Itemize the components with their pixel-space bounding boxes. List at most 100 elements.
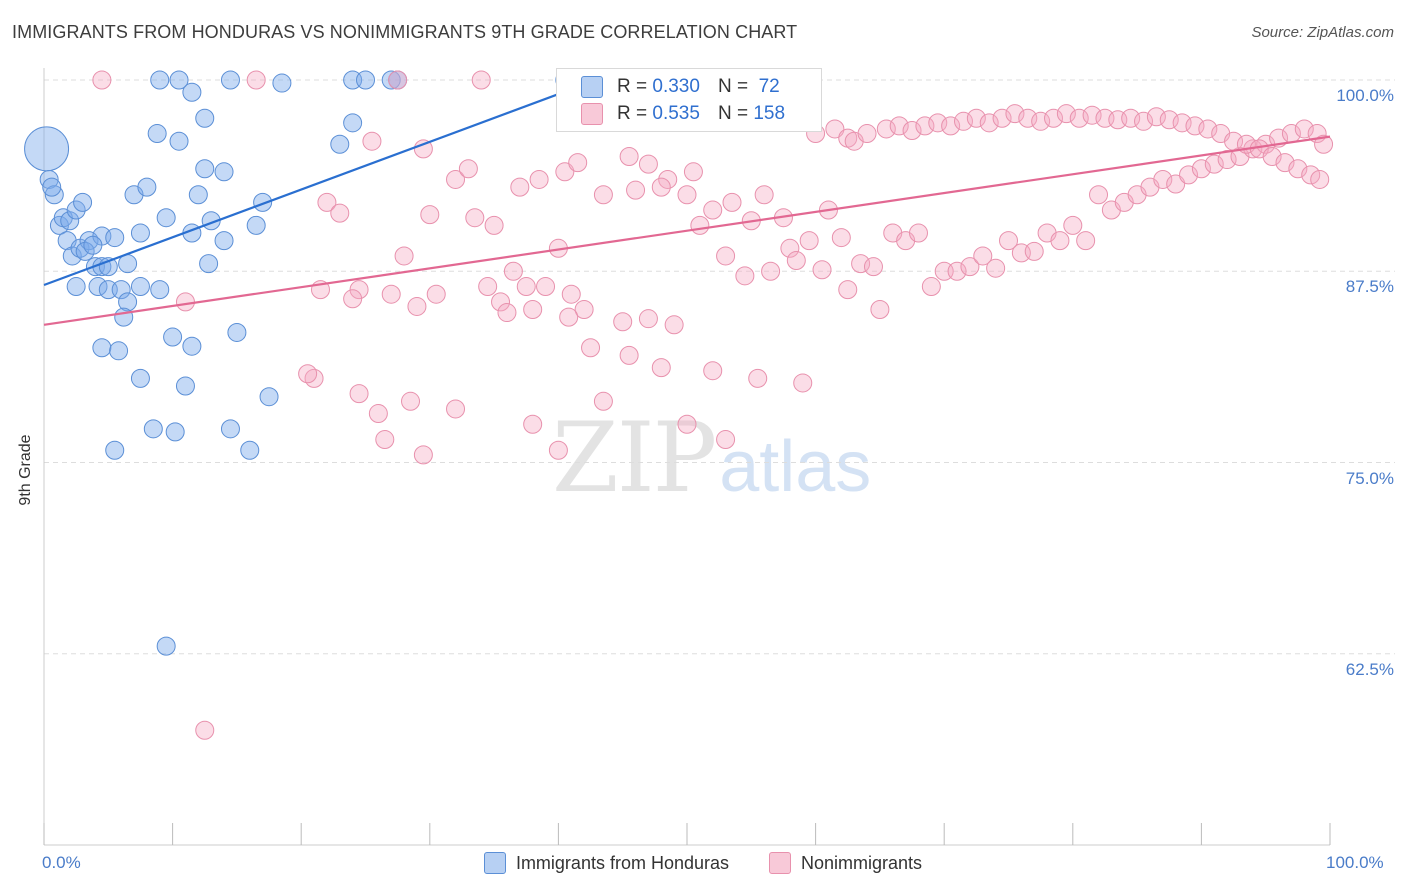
nonimmigrants-point (491, 292, 511, 312)
immigrants-point (259, 387, 279, 407)
series-nonimmigrants-points (92, 70, 1334, 740)
nonimmigrants-point (838, 280, 858, 300)
immigrants-point (381, 70, 401, 90)
immigrants-point (88, 277, 108, 297)
nonimmigrants-point (870, 300, 890, 319)
nonimmigrants-point (831, 228, 851, 248)
nonimmigrants-point (458, 159, 478, 179)
nonimmigrants-point (908, 223, 928, 243)
nonimmigrants-point (593, 185, 613, 205)
nonimmigrants-point (593, 391, 613, 411)
immigrants-point (169, 70, 189, 90)
immigrants-point (188, 185, 208, 205)
n-value-pink: 158 (753, 103, 786, 124)
immigrants-point (147, 124, 167, 144)
nonimmigrants-point (799, 231, 819, 251)
immigrants-point (175, 376, 195, 396)
nonimmigrants-point (658, 169, 678, 189)
nonimmigrants-point (581, 338, 601, 358)
immigrants-point (343, 113, 363, 133)
nonimmigrants-point (626, 180, 646, 200)
nonimmigrants-point (683, 162, 703, 182)
immigrants-point (150, 70, 170, 90)
immigrants-point (156, 208, 176, 228)
nonimmigrants-point (876, 119, 896, 139)
nonimmigrants-point (413, 445, 433, 465)
stats-row-pink: R = 0.535 N = 158 (581, 100, 785, 128)
nonimmigrants-point (947, 261, 967, 281)
immigrants-point (356, 70, 375, 90)
immigrants-point (66, 277, 86, 297)
y-tick-label: 75.0% (1345, 468, 1394, 488)
immigrants-point (214, 162, 234, 182)
immigrants-point (111, 280, 131, 300)
y-tick-label: 62.5% (1345, 659, 1394, 679)
nonimmigrants-point (559, 307, 579, 327)
r-value-blue: 0.330 (652, 76, 700, 97)
nonimmigrants-point (638, 154, 658, 174)
nonimmigrants-point (1056, 104, 1076, 124)
immigrants-point (137, 177, 157, 197)
nonimmigrants-point (1082, 105, 1102, 125)
nonimmigrants-point (1069, 108, 1089, 128)
nonimmigrants-point (1166, 174, 1186, 194)
nonimmigrants-point (863, 257, 883, 277)
nonimmigrants-point (420, 205, 440, 225)
nonimmigrants-point (1204, 154, 1224, 174)
stats-swatch-blue (581, 76, 603, 98)
immigrants-point (114, 307, 134, 327)
immigrants-point (169, 131, 189, 151)
nonimmigrants-point (343, 289, 363, 309)
nonimmigrants-point (889, 116, 909, 136)
nonimmigrants-point (529, 169, 549, 189)
immigrants-point (62, 246, 82, 266)
immigrants-point (182, 336, 202, 356)
n-value-blue: 72 (758, 76, 780, 97)
nonimmigrants-point (748, 368, 768, 388)
immigrants-point (163, 327, 183, 347)
immigrants-point (42, 177, 62, 197)
nonimmigrants-point (574, 300, 594, 319)
legend-item-nonimmigrants: Nonimmigrants (769, 852, 922, 874)
immigrants-point (214, 231, 234, 251)
nonimmigrants-point (716, 430, 736, 450)
immigrants-point (44, 185, 64, 205)
immigrants-point (24, 126, 70, 172)
nonimmigrants-point (986, 258, 1006, 278)
immigrants-point (130, 277, 150, 297)
nonimmigrants-point (992, 108, 1012, 128)
nonimmigrants-point (446, 399, 466, 419)
r-value-pink: 0.535 (652, 103, 700, 124)
nonimmigrants-point (812, 260, 832, 280)
nonimmigrants-point (471, 70, 491, 90)
nonimmigrants-point (413, 139, 433, 159)
immigrants-point (227, 322, 247, 342)
nonimmigrants-point (478, 277, 498, 297)
nonimmigrants-point (246, 70, 266, 90)
nonimmigrants-point (1031, 111, 1051, 131)
nonimmigrants-point (1146, 107, 1166, 127)
nonimmigrants-point (349, 280, 369, 300)
stats-swatch-pink (581, 103, 603, 125)
nonimmigrants-point (465, 208, 485, 228)
nonimmigrants-point (388, 70, 408, 90)
nonimmigrants-point (298, 364, 318, 384)
immigrants-point (118, 292, 138, 312)
nonimmigrants-point (1121, 108, 1141, 128)
nonimmigrants-point (555, 162, 575, 182)
nonimmigrants-point (651, 358, 671, 378)
nonimmigrants-point (1050, 231, 1070, 251)
immigrants-point (105, 228, 125, 248)
nonimmigrants-point (1172, 113, 1192, 133)
nonimmigrants-point (613, 312, 633, 332)
nonimmigrants-point (1005, 104, 1025, 124)
nonimmigrants-point (793, 373, 813, 393)
nonimmigrants-point (638, 309, 658, 329)
nonimmigrants-point (825, 119, 845, 139)
nonimmigrants-point (780, 238, 800, 258)
nonimmigrants-point (703, 361, 723, 381)
nonimmigrants-point (548, 440, 568, 460)
nonimmigrants-point (1018, 108, 1038, 128)
x-tick-label-max: 100.0% (1326, 853, 1384, 872)
